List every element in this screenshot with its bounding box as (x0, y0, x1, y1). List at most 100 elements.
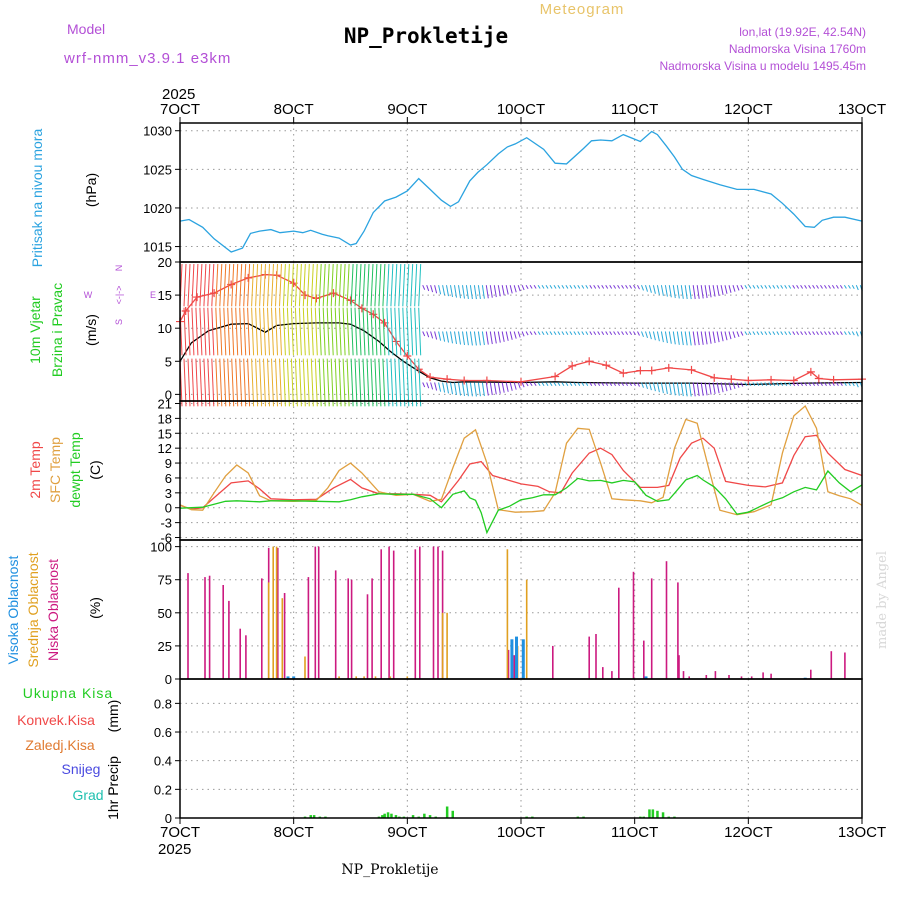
gust-marker (744, 376, 753, 385)
wind-barb (219, 263, 223, 307)
wind-barb (668, 285, 672, 298)
wind-barb (199, 307, 203, 356)
wind-barb (255, 263, 259, 307)
wind-barb (847, 331, 851, 336)
wind-barb (728, 285, 732, 293)
wind-barb (641, 285, 644, 291)
altitude-label: Nadmorska Visina 1760m (729, 42, 866, 56)
wind-barb (310, 307, 314, 356)
wind-barb (223, 307, 227, 356)
wind-barb (354, 358, 358, 407)
bar-visoka-oblacnost (515, 636, 518, 679)
bar-niska-oblacnost (728, 675, 730, 679)
wind-barb (577, 331, 581, 336)
y-tick-label: 10 (158, 321, 172, 336)
wind-barb (613, 382, 617, 387)
wind-barb (330, 307, 334, 356)
wind-barb (581, 331, 585, 336)
wind-barb (458, 285, 461, 299)
bar-srednja-oblacnost (374, 676, 377, 679)
wind-barb (664, 285, 668, 297)
x-tick-label-bottom: 7OCT (160, 824, 200, 841)
wind-barb (446, 285, 449, 297)
wind-barb (569, 331, 573, 336)
wind-barb (796, 382, 800, 387)
x-tick-label-top: 11OCT (611, 101, 658, 118)
wind-barb (513, 382, 517, 390)
wind-barb (275, 263, 278, 307)
wind-barb (362, 263, 366, 307)
wind-barb (485, 331, 489, 345)
bar-niska-oblacnost (414, 549, 417, 679)
wind-barb (473, 285, 477, 300)
wind-barb (462, 331, 465, 345)
wind-barb (462, 285, 465, 299)
bar-niska-oblacnost (388, 546, 390, 679)
pressure-side-label: Pritisak na nivou mora (29, 129, 45, 268)
wind-barb (458, 331, 461, 345)
bar-niska-oblacnost (307, 577, 310, 679)
wind-barb (641, 331, 644, 337)
wind-barb (617, 284, 621, 289)
wind-barb (473, 331, 477, 346)
wind-barb (469, 331, 473, 346)
gust-marker (767, 375, 776, 384)
wind-barb (780, 382, 784, 387)
wind-barb (676, 285, 680, 299)
wind-barb (764, 382, 768, 387)
y-tick-label: 21 (158, 396, 172, 411)
wind-barb (748, 382, 752, 387)
gust-marker (789, 376, 798, 385)
wind-barb (243, 358, 247, 407)
wind-barb (366, 358, 370, 407)
bar-niska-oblacnost (678, 655, 680, 679)
gust-marker (568, 361, 577, 370)
wind-barb (589, 331, 593, 336)
bar-ukupna-kisa (312, 815, 316, 818)
wind-barb (286, 263, 290, 307)
wind-barb (764, 331, 768, 336)
bar-srednja-oblacnost (441, 612, 444, 679)
gust-marker (551, 372, 560, 381)
wind-barb (485, 285, 489, 299)
footer-station: NP_Prokletije (341, 862, 438, 878)
gust-marker (687, 365, 696, 374)
y-tick-label: 1020 (143, 201, 172, 216)
wind-barb (561, 382, 565, 387)
wind-barb (418, 263, 422, 307)
wind-barb (282, 358, 286, 407)
wind-barb (318, 263, 322, 307)
wind-barb (394, 307, 398, 356)
wind-barb (346, 358, 350, 407)
wind-barb (378, 307, 382, 356)
wind-barb (597, 331, 601, 336)
wind-barb (334, 307, 338, 356)
bar-srednja-oblacnost (267, 582, 270, 679)
wind-barb (398, 263, 402, 307)
wind-barb (259, 307, 263, 356)
wind-barb (406, 263, 410, 307)
bar-niska-oblacnost (611, 671, 613, 679)
bar-niska-oblacnost (245, 635, 247, 679)
wind-barb (609, 284, 613, 289)
wind-barb (282, 307, 286, 356)
wind-barb (812, 284, 816, 289)
wind-barb (704, 382, 708, 396)
y-tick-label: 0 (165, 387, 172, 402)
wind-barb (497, 285, 501, 297)
y-tick-label: 100 (150, 540, 172, 555)
precip-legend-frz: Zaledj.Kisa (25, 737, 94, 753)
wind-barb (469, 382, 473, 397)
wind-barb (828, 331, 831, 336)
wind-barb (637, 284, 640, 290)
wind-barb (812, 331, 816, 336)
bar-ukupna-kisa (661, 812, 665, 818)
wind-barb (215, 307, 219, 356)
credit-watermark: made by Angel (875, 551, 890, 649)
wind-barb (831, 331, 835, 336)
wind-barb (517, 285, 521, 292)
wind-barb (831, 284, 835, 289)
wind-barb (792, 382, 796, 387)
wind-barb (629, 284, 633, 289)
wind-barb (621, 284, 625, 289)
